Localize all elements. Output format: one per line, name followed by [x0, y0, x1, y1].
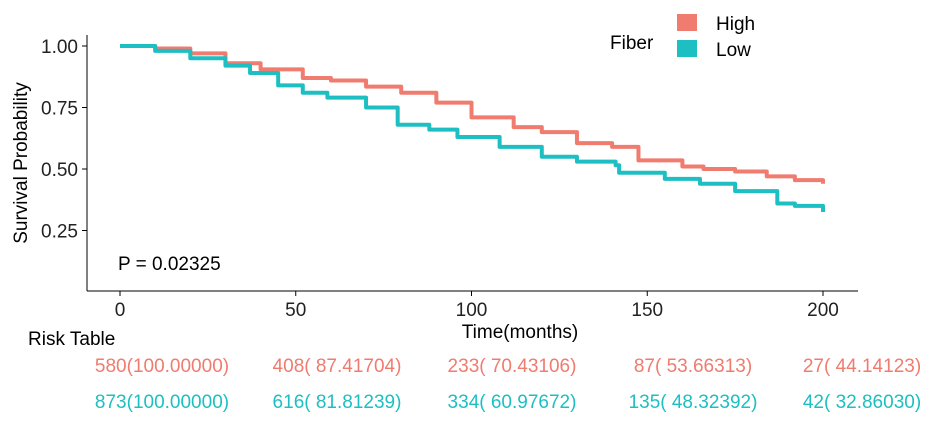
legend-swatch-high [677, 14, 697, 31]
y-tick-label: 0.75 [41, 99, 78, 120]
survival-curve-low [120, 44, 825, 213]
risk-cell-low: 334( 60.97672) [447, 392, 577, 413]
risk-cell-low: 616( 81.81239) [272, 392, 402, 413]
x-tick-label: 0 [115, 300, 126, 321]
risk-cell-high: 408( 87.41704) [272, 356, 402, 377]
risk-cell-high: 580(100.00000) [94, 356, 230, 377]
x-tick-label: 150 [631, 300, 663, 321]
p-value-annotation: P = 0.02325 [118, 254, 221, 275]
x-tick-label: 100 [456, 300, 488, 321]
survival-curve-high [120, 44, 825, 184]
legend-label-low: Low [716, 40, 751, 61]
x-tick-label: 50 [285, 300, 306, 321]
x-tick-label: 200 [807, 300, 839, 321]
legend-swatch-low [677, 40, 697, 57]
legend-label-high: High [716, 14, 755, 35]
risk-cell-high: 233( 70.43106) [447, 356, 577, 377]
risk-cell-low: 873(100.00000) [94, 392, 230, 413]
risk-cell-low: 135( 48.32392) [628, 392, 758, 413]
y-axis-title: Survival Probability [11, 82, 32, 244]
y-tick-label: 1.00 [41, 37, 78, 58]
risk-table-title: Risk Table [28, 329, 116, 350]
risk-cell-low: 42( 32.86030) [802, 392, 922, 413]
x-axis-title: Time(months) [462, 322, 578, 343]
risk-cell-high: 27( 44.14123) [802, 356, 922, 377]
y-tick-label: 0.25 [41, 222, 78, 243]
y-tick-label: 0.50 [41, 160, 78, 181]
risk-cell-high: 87( 53.66313) [633, 356, 753, 377]
legend-title: Fiber [610, 33, 654, 54]
